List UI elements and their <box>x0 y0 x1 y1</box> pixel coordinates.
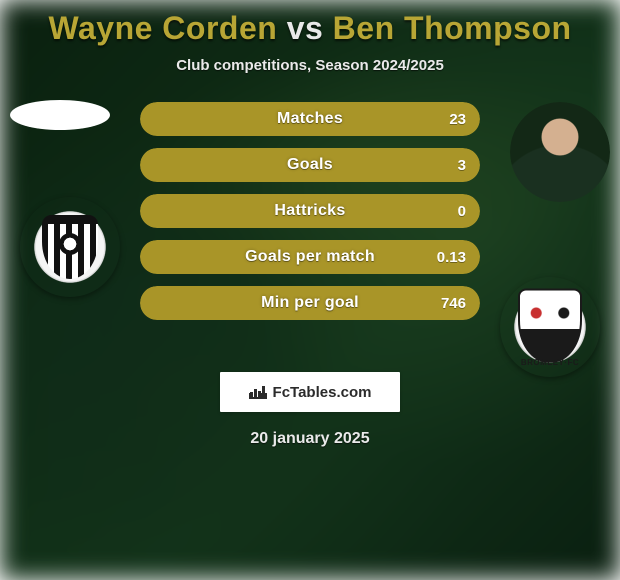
chart-icon <box>249 385 267 399</box>
stat-bar: Hattricks0 <box>140 194 480 228</box>
subtitle: Club competitions, Season 2024/2025 <box>0 57 620 74</box>
stat-value-right: 0.13 <box>437 240 466 274</box>
stat-label: Matches <box>140 102 480 136</box>
stat-label: Goals per match <box>140 240 480 274</box>
stat-value-right: 0 <box>458 194 466 228</box>
player2-name: Ben Thompson <box>333 10 572 46</box>
stat-value-right: 3 <box>458 148 466 182</box>
stat-bars: Matches23 Goals3 Hattricks0 Goals per match… <box>140 102 480 332</box>
player1-club-badge <box>20 197 120 297</box>
stat-bar: Min per goal746 <box>140 286 480 320</box>
stat-value-right: 746 <box>441 286 466 320</box>
snapshot-date: 20 january 2025 <box>0 430 620 448</box>
watermark: FcTables.com <box>220 372 400 412</box>
stat-label: Min per goal <box>140 286 480 320</box>
comparison-title: Wayne Corden vs Ben Thompson <box>0 0 620 47</box>
player1-name: Wayne Corden <box>48 10 277 46</box>
stat-label: Hattricks <box>140 194 480 228</box>
vs-text: vs <box>287 10 324 46</box>
player2-club-badge: BROMLEY·FC <box>500 277 600 377</box>
stat-bar: Goals per match0.13 <box>140 240 480 274</box>
stat-value-right: 23 <box>449 102 466 136</box>
watermark-text: FcTables.com <box>273 384 372 401</box>
player2-photo <box>510 102 610 202</box>
bromley-badge-text: BROMLEY·FC <box>500 358 600 367</box>
player1-photo <box>10 100 110 130</box>
stat-bar: Goals3 <box>140 148 480 182</box>
comparison-panel: BROMLEY·FC Matches23Goals3Hattricks0Goal… <box>0 102 620 352</box>
stat-label: Goals <box>140 148 480 182</box>
stat-bar: Matches23 <box>140 102 480 136</box>
